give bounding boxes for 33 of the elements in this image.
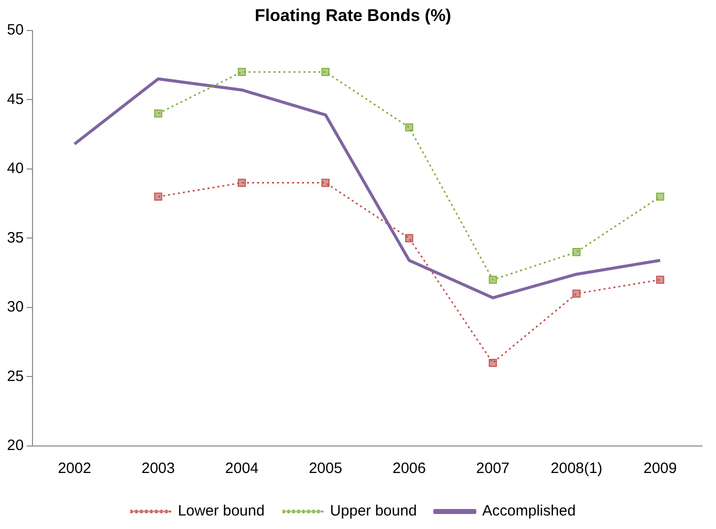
point: [321, 68, 330, 76]
point: [572, 290, 581, 298]
y-tick-label: 50: [6, 22, 24, 39]
point: [488, 358, 497, 367]
y-tick-label: 45: [6, 90, 24, 108]
point: [238, 178, 246, 187]
point: [572, 248, 581, 256]
legend-label: Accomplished: [482, 502, 576, 520]
x-tick-label: 2002: [58, 460, 92, 478]
x-tick-label: 2009: [643, 460, 677, 478]
point: [656, 192, 664, 201]
chart-title: Floating Rate Bonds (%): [254, 6, 452, 25]
y-tick-label: 25: [6, 368, 24, 385]
point: [405, 123, 414, 132]
x-tick-label: 2008(1): [550, 460, 602, 478]
legend-label: Lower bound: [178, 502, 265, 520]
legend-label: Upper bound: [330, 502, 417, 520]
x-tick-label: 2006: [392, 460, 426, 478]
point: [238, 68, 246, 76]
x-tick-label: 2004: [225, 460, 259, 478]
x-tick-label: 2003: [141, 460, 175, 478]
y-tick-label: 30: [6, 298, 24, 316]
point: [154, 109, 162, 118]
point: [154, 192, 162, 201]
point: [321, 178, 330, 187]
x-tick-label: 2005: [308, 460, 342, 478]
x-tick-label: 2007: [476, 460, 510, 478]
y-tick-label: 20: [6, 437, 24, 454]
point: [405, 234, 414, 242]
y-tick-label: 40: [6, 160, 24, 178]
point: [488, 276, 497, 284]
y-tick-label: 35: [6, 229, 24, 246]
point: [656, 276, 664, 284]
